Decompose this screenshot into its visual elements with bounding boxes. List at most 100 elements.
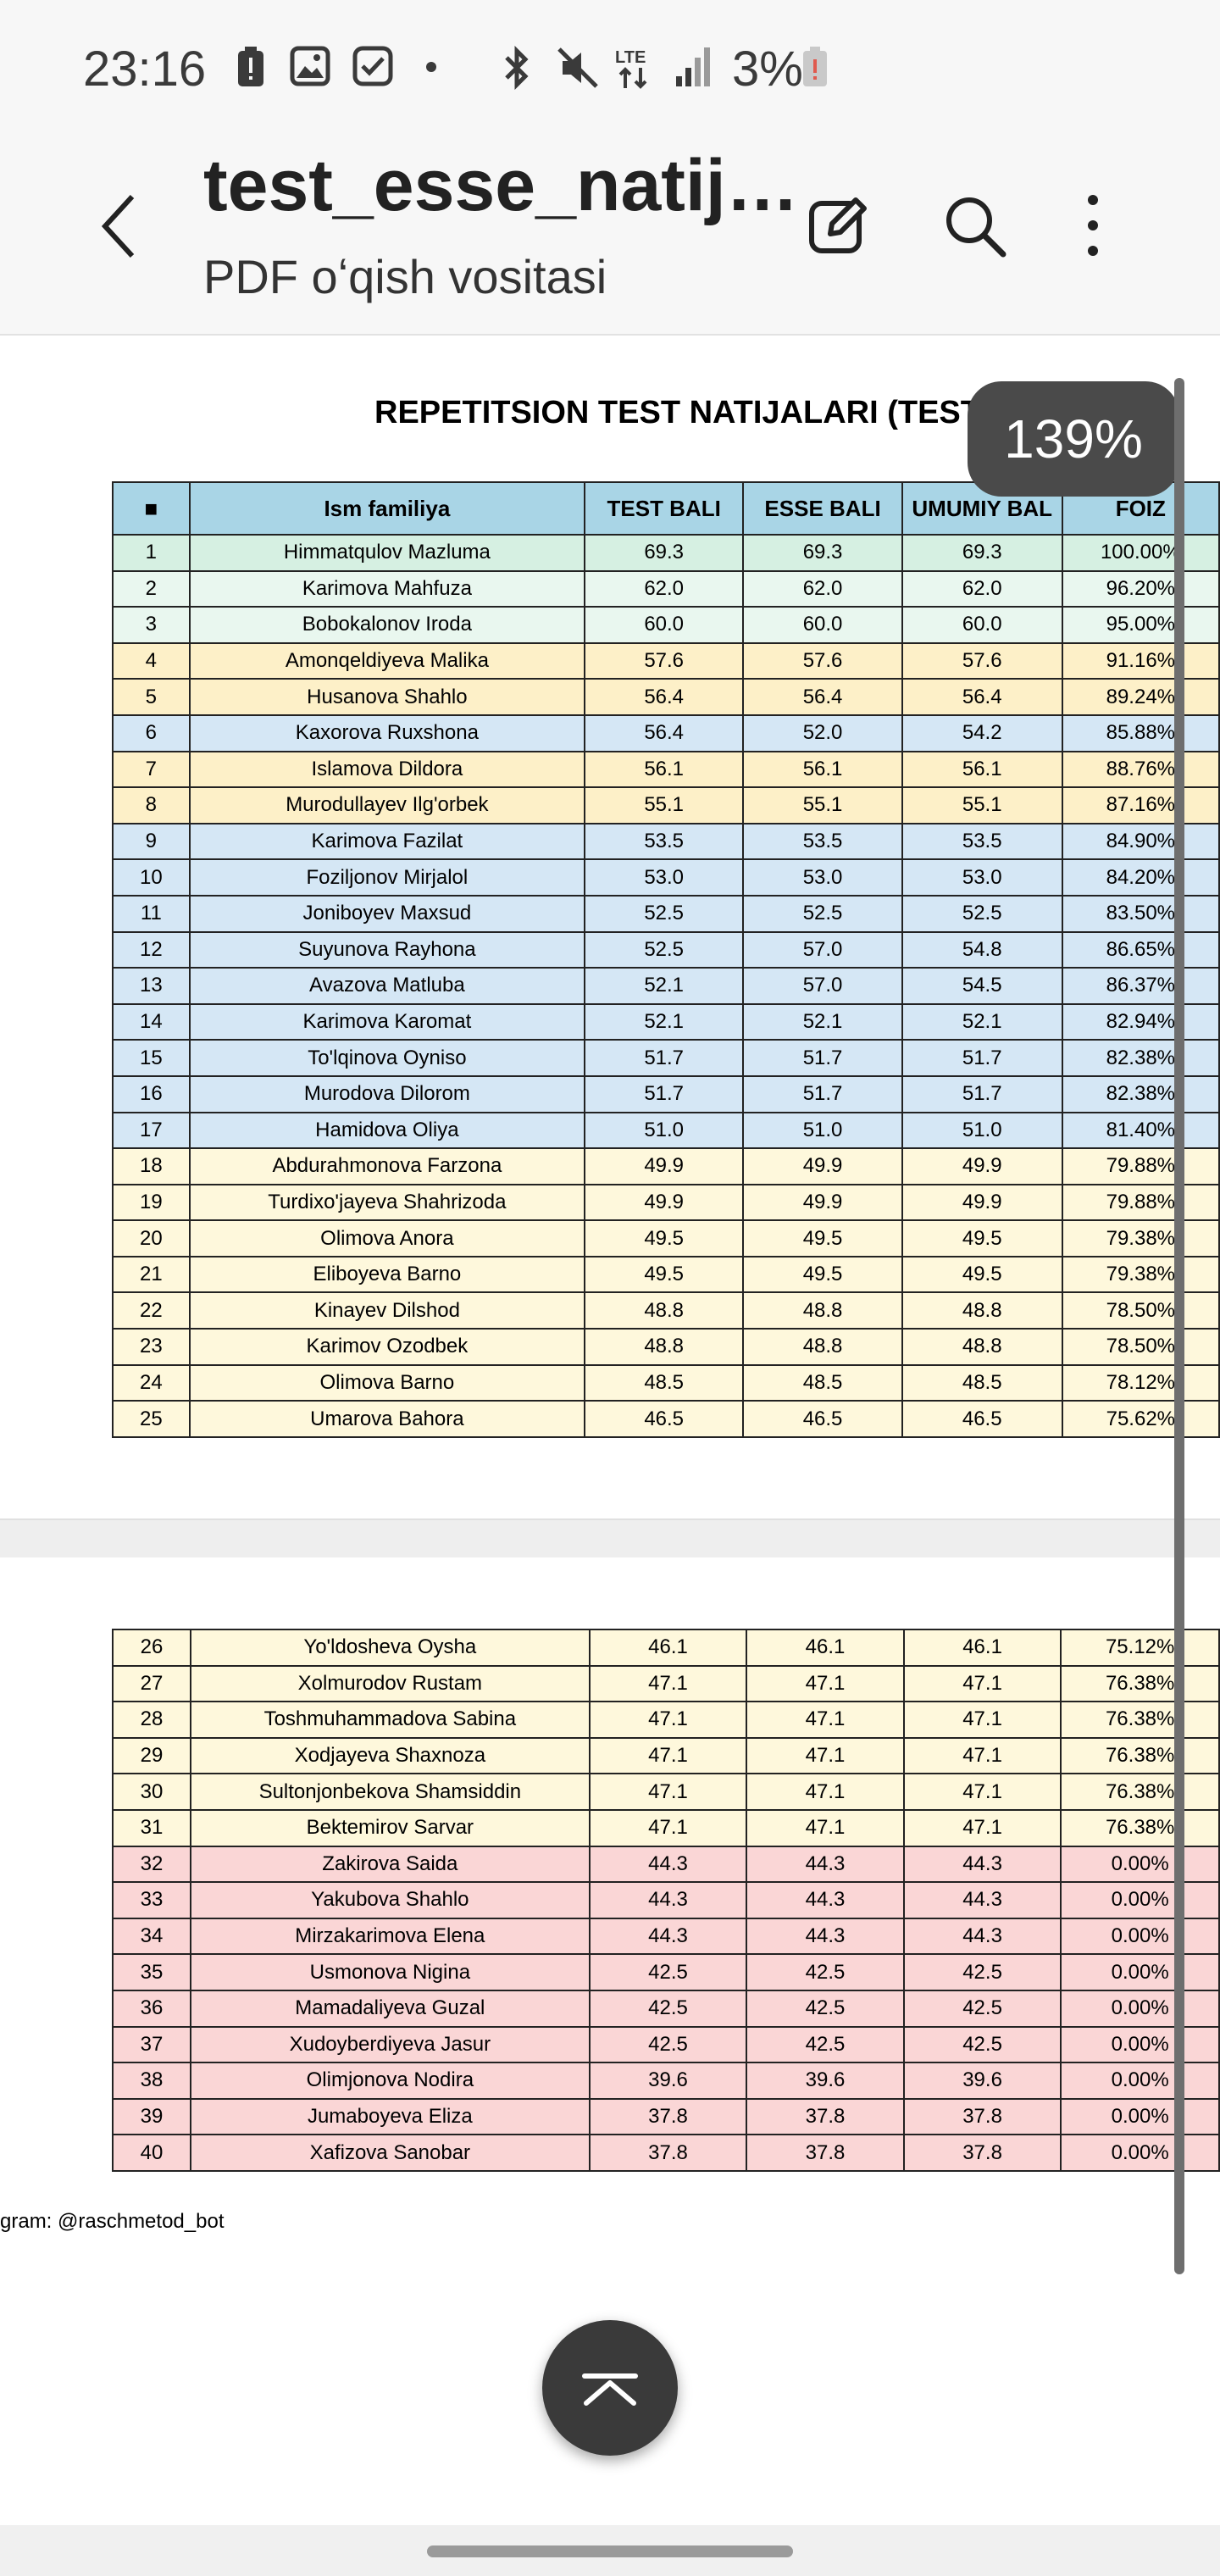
document-title: test_esse_natij… — [203, 145, 799, 226]
cell-index: 30 — [112, 1773, 191, 1811]
cell-foiz: 96.20% — [1061, 569, 1220, 608]
cell-foiz: 0.00% — [1060, 2025, 1220, 2064]
cell-umumiy: 44.3 — [902, 1917, 1062, 1956]
table-row: 40 Xafizova Sanobar 37.8 37.8 37.8 0.00% — [112, 2134, 1220, 2172]
cell-foiz: 76.38% — [1060, 1808, 1220, 1847]
table-row: 25 Umarova Bahora 46.5 46.5 46.5 75.62% — [112, 1400, 1220, 1438]
cell-index: 7 — [112, 750, 191, 789]
cell-name: Usmonova Nigina — [189, 1953, 591, 1991]
cell-test: 60.0 — [584, 606, 745, 644]
cell-index: 13 — [112, 967, 191, 1005]
table-row: 1 Himmatqulov Mazluma 69.3 69.3 69.3 100.00% — [112, 534, 1220, 572]
table-row: 4 Amonqeldiyeva Malika 57.6 57.6 57.6 91.16% — [112, 641, 1220, 680]
cell-test: 56.1 — [584, 750, 745, 789]
search-icon[interactable] — [940, 192, 1008, 259]
pdf-page-2[interactable]: 26 Yo'ldosheva Oysha 46.1 46.1 46.1 75.12% 27 X… — [0, 1557, 1220, 2525]
table-row: 31 Bektemirov Sarvar 47.1 47.1 47.1 76.38% — [112, 1808, 1220, 1847]
scroll-to-top-button[interactable] — [542, 2320, 678, 2456]
cell-esse: 56.1 — [742, 750, 903, 789]
cell-umumiy: 57.6 — [901, 641, 1063, 680]
cell-test: 48.8 — [584, 1328, 745, 1366]
table-row: 19 Turdixo'jayeva Shahrizoda 49.9 49.9 49.9 7… — [112, 1183, 1220, 1222]
cell-esse: 49.9 — [742, 1147, 903, 1185]
results-table-page2: 26 Yo'ldosheva Oysha 46.1 46.1 46.1 75.12% 27 X… — [112, 1629, 1220, 2172]
cell-umumiy: 51.7 — [901, 1074, 1063, 1113]
more-icon[interactable] — [1076, 192, 1110, 259]
cell-index: 34 — [112, 1917, 191, 1956]
cell-test: 47.1 — [588, 1701, 748, 1739]
cell-foiz: 82.38% — [1061, 1074, 1220, 1113]
cell-umumiy: 49.5 — [901, 1255, 1063, 1294]
cell-esse: 42.5 — [746, 2025, 905, 2064]
cell-test: 56.4 — [584, 713, 745, 752]
gesture-handle[interactable] — [427, 2545, 793, 2557]
pdf-page-1[interactable]: REPETITSION TEST NATIJALARI (TEST+ESSE) … — [0, 336, 1220, 1517]
cell-esse: 44.3 — [746, 1845, 905, 1884]
table-row: 17 Hamidova Oliya 51.0 51.0 51.0 81.40% — [112, 1111, 1220, 1150]
table-row: 7 Islamova Dildora 56.1 56.1 56.1 88.76% — [112, 750, 1220, 789]
scrollbar[interactable] — [1174, 378, 1184, 2274]
cell-umumiy: 37.8 — [902, 2097, 1062, 2136]
table-row: 10 Foziljonov Mirjalol 53.0 53.0 53.0 84.20% — [112, 858, 1220, 897]
cell-umumiy: 46.5 — [901, 1400, 1063, 1438]
cell-name: Foziljonov Mirjalol — [188, 858, 586, 897]
cell-foiz: 79.38% — [1061, 1219, 1220, 1257]
cell-foiz: 79.88% — [1061, 1147, 1220, 1185]
cell-index: 33 — [112, 1881, 191, 1919]
table-header-row: ■ Ism familiya TEST BALI ESSE BALI UMUMI… — [112, 481, 1220, 536]
cell-foiz: 85.88% — [1061, 713, 1220, 752]
cell-umumiy: 47.1 — [902, 1808, 1062, 1847]
cell-index: 38 — [112, 2062, 191, 2100]
cell-name: Mirzakarimova Elena — [189, 1917, 591, 1956]
cell-test: 46.1 — [588, 1629, 748, 1667]
cell-umumiy: 42.5 — [902, 2025, 1062, 2064]
cell-test: 52.5 — [584, 894, 745, 933]
cell-test: 49.9 — [584, 1183, 745, 1222]
checkbox-icon — [352, 46, 393, 86]
cell-esse: 47.1 — [746, 1808, 905, 1847]
cell-esse: 46.5 — [742, 1400, 903, 1438]
cell-foiz: 0.00% — [1060, 1953, 1220, 1991]
cell-umumiy: 54.2 — [901, 713, 1063, 752]
table-row: 14 Karimova Karomat 52.1 52.1 52.1 82.94% — [112, 1002, 1220, 1041]
cell-test: 52.5 — [584, 930, 745, 969]
lte-icon: LTE — [615, 48, 647, 89]
cell-foiz: 79.38% — [1061, 1255, 1220, 1294]
col-header-index: ■ — [112, 481, 191, 536]
cell-index: 36 — [112, 1989, 191, 2028]
cell-index: 39 — [112, 2097, 191, 2136]
cell-name: Xolmurodov Rustam — [189, 1664, 591, 1703]
cell-esse: 44.3 — [746, 1881, 905, 1919]
table-row: 27 Xolmurodov Rustam 47.1 47.1 47.1 76.38% — [112, 1664, 1220, 1703]
table-body-page2: 26 Yo'ldosheva Oysha 46.1 46.1 46.1 75.12% 27 X… — [112, 1629, 1220, 2172]
cell-esse: 49.5 — [742, 1219, 903, 1257]
back-icon[interactable] — [93, 188, 144, 264]
cell-test: 47.1 — [588, 1808, 748, 1847]
cell-umumiy: 56.4 — [901, 678, 1063, 716]
cell-foiz: 76.38% — [1060, 1664, 1220, 1703]
cell-index: 20 — [112, 1219, 191, 1257]
cell-foiz: 0.00% — [1060, 1989, 1220, 2028]
cell-umumiy: 47.1 — [902, 1773, 1062, 1811]
results-table-page1: ■ Ism familiya TEST BALI ESSE BALI UMUMI… — [112, 481, 1220, 1438]
cell-index: 27 — [112, 1664, 191, 1703]
cell-test: 47.1 — [588, 1664, 748, 1703]
cell-name: Mamadaliyeva Guzal — [189, 1989, 591, 2028]
cell-umumiy: 47.1 — [902, 1736, 1062, 1775]
cell-name: Olimjonova Nodira — [189, 2062, 591, 2100]
cell-index: 9 — [112, 822, 191, 861]
cell-umumiy: 60.0 — [901, 606, 1063, 644]
cell-test: 56.4 — [584, 678, 745, 716]
cell-index: 28 — [112, 1701, 191, 1739]
cell-umumiy: 54.8 — [901, 930, 1063, 969]
table-row: 30 Sultonjonbekova Shamsiddin 47.1 47.1 47.1… — [112, 1773, 1220, 1811]
cell-index: 8 — [112, 786, 191, 824]
signal-icon — [676, 47, 710, 86]
cell-index: 22 — [112, 1291, 191, 1330]
cell-test: 48.5 — [584, 1363, 745, 1402]
document-subtitle: PDF oʻqish vositasi — [203, 250, 607, 303]
edit-icon[interactable] — [805, 192, 873, 259]
cell-test: 57.6 — [584, 641, 745, 680]
cell-test: 46.5 — [584, 1400, 745, 1438]
col-header-name: Ism familiya — [188, 481, 586, 536]
